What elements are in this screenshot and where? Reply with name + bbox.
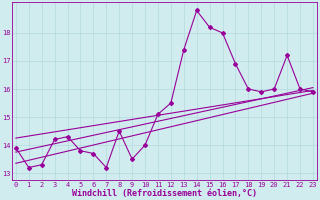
X-axis label: Windchill (Refroidissement éolien,°C): Windchill (Refroidissement éolien,°C) — [72, 189, 257, 198]
